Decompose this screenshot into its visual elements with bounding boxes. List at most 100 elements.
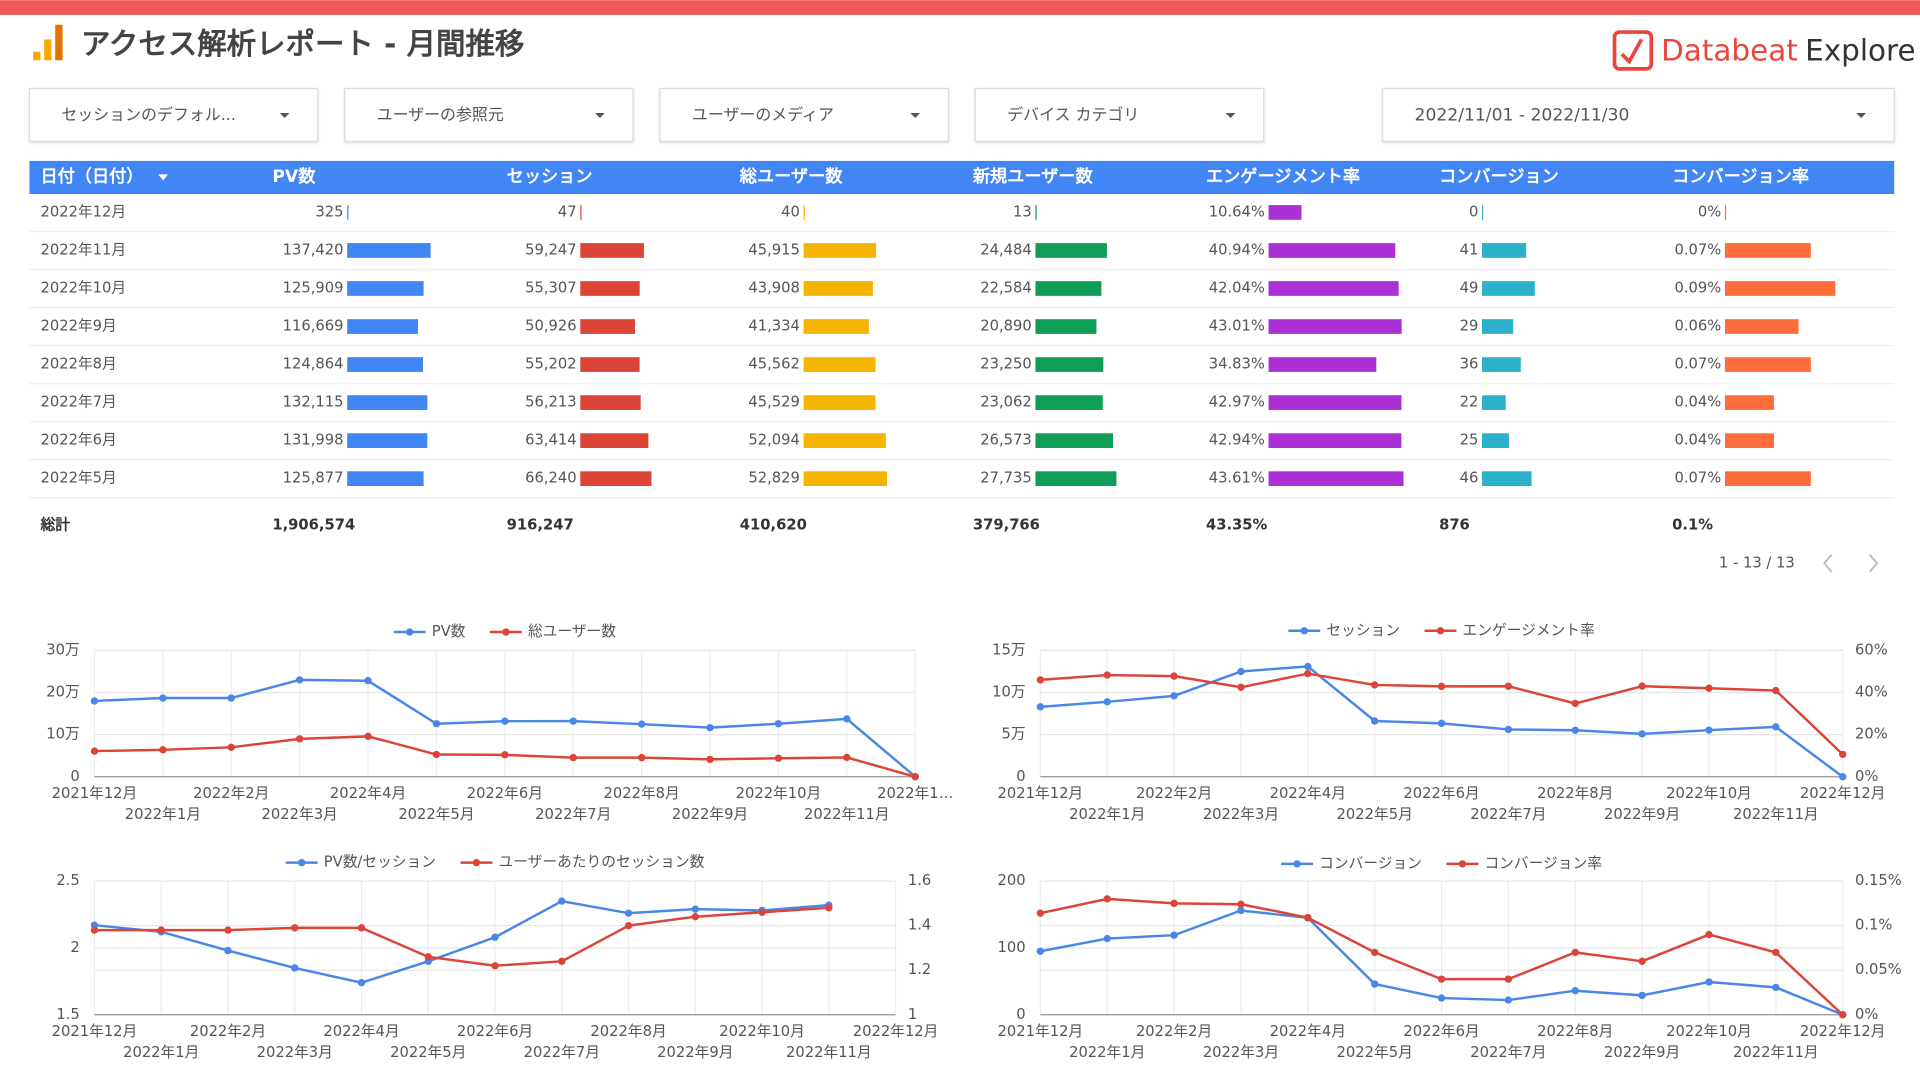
y2-tick-label: 20%	[1855, 726, 1888, 743]
cell-value: 36	[1460, 356, 1479, 373]
cell-value: 43.61%	[1209, 470, 1265, 487]
data-point	[295, 735, 304, 743]
row-date: 2022年11月	[40, 241, 126, 258]
y-tick-label: 20万	[46, 684, 79, 701]
cell-value: 25	[1460, 432, 1479, 449]
filter-label: 2022/11/01 - 2022/11/30	[1415, 106, 1630, 126]
x-tick-label: 2022年2月	[1136, 1023, 1212, 1040]
x-tick-label: 2022年12月	[853, 1023, 939, 1040]
x-tick-label: 2022年6月	[1403, 785, 1479, 802]
cell-bar	[1035, 281, 1102, 296]
cell-value: 63,414	[525, 432, 577, 449]
cell-bar	[1035, 205, 1037, 220]
data-point	[825, 904, 833, 912]
legend-dot	[297, 858, 306, 867]
legend-dot	[1293, 860, 1301, 868]
cell-value: 0.07%	[1674, 470, 1721, 487]
cell-bar	[803, 471, 888, 487]
data-point	[1304, 913, 1312, 922]
cell-value: 42.04%	[1209, 279, 1265, 296]
filter-box	[28, 87, 319, 142]
y2-tick-label: 0%	[1855, 1006, 1878, 1023]
data-point	[1504, 682, 1513, 690]
x-tick-label: 2022年4月	[1270, 785, 1346, 802]
x-tick-label: 2022年10月	[1666, 1023, 1752, 1040]
filter-dropdown[interactable]: ユーザーの参照元	[344, 87, 634, 142]
filter-dropdown[interactable]: セッションのデフォル...	[28, 87, 319, 142]
sort-arrow[interactable]	[158, 174, 169, 181]
data-point	[227, 743, 235, 751]
data-point	[569, 753, 577, 762]
x-tick-label: 2022年12月	[1800, 1023, 1886, 1040]
y2-tick-label: 60%	[1855, 641, 1888, 658]
data-point	[1036, 909, 1045, 917]
x-tick-label: 2022年1…	[877, 785, 953, 802]
cell-value: 52,829	[748, 470, 800, 487]
column-header[interactable]: 新規ユーザー数	[972, 166, 1094, 187]
column-header[interactable]: コンバージョン	[1439, 167, 1559, 187]
data-point	[1504, 975, 1513, 983]
filter-label: ユーザーのメディア	[692, 105, 834, 124]
cell-bar	[1724, 319, 1799, 334]
cell-value: 0.06%	[1674, 318, 1721, 335]
brand: Databeat Explore	[1661, 33, 1916, 67]
cell-bar	[1482, 319, 1514, 334]
prev-page[interactable]	[1823, 554, 1833, 573]
top-bar	[0, 0, 1920, 15]
legend-label: コンバージョン率	[1484, 855, 1601, 872]
data-point	[1437, 682, 1446, 691]
cell-value: 56,213	[525, 394, 577, 411]
y-tick-label: 100	[998, 939, 1026, 956]
report-title: アクセス解析レポート - 月間推移	[81, 27, 524, 61]
total-value: 916,247	[507, 516, 574, 533]
data-point	[774, 720, 783, 728]
column-header[interactable]: 日付（日付）	[40, 166, 143, 187]
cell-value: 20,890	[980, 318, 1032, 335]
data-point	[637, 720, 646, 728]
column-header[interactable]: エンゲージメント率	[1206, 166, 1360, 187]
filter-dropdown[interactable]: 2022/11/01 - 2022/11/30	[1382, 87, 1895, 142]
x-tick-label: 2022年5月	[1337, 1044, 1413, 1061]
cell-value: 46	[1460, 470, 1479, 487]
pagination: 1 - 13 / 13	[1719, 554, 1795, 571]
data-point	[558, 897, 566, 905]
cell-value: 34.83%	[1209, 356, 1265, 373]
filter-label: ユーザーの参照元	[377, 105, 504, 124]
cell-bar	[803, 243, 877, 258]
cell-value: 41,334	[748, 318, 800, 335]
data-point	[1103, 895, 1111, 903]
data-point	[706, 723, 714, 732]
cell-value: 23,250	[980, 356, 1032, 373]
data-point	[1370, 948, 1379, 957]
x-tick-label: 2022年11月	[804, 806, 890, 823]
cell-bar	[1724, 471, 1811, 487]
cell-value: 45,562	[748, 356, 800, 373]
data-point	[758, 908, 766, 916]
data-point	[1571, 726, 1579, 734]
cell-bar	[1482, 243, 1527, 258]
data-point	[432, 750, 441, 759]
filter-box	[974, 87, 1265, 142]
data-point	[569, 717, 577, 725]
brand-name: Databeat	[1661, 33, 1798, 67]
x-tick-label: 2022年4月	[1270, 1023, 1346, 1040]
data-point	[90, 697, 99, 705]
filter-dropdown[interactable]: デバイス カテゴリ	[974, 87, 1265, 142]
x-tick-label: 2022年3月	[262, 806, 338, 823]
next-page[interactable]	[1869, 554, 1879, 573]
cell-value: 40.94%	[1209, 241, 1265, 258]
cell-value: 125,877	[283, 470, 344, 487]
column-header[interactable]: PV数	[272, 166, 316, 187]
data-point	[1705, 930, 1713, 939]
row-date: 2022年5月	[40, 470, 116, 487]
column-header[interactable]: コンバージョン率	[1672, 166, 1809, 187]
x-tick-label: 2022年2月	[193, 785, 269, 802]
legend-dot	[1436, 627, 1445, 635]
cell-bar	[803, 281, 873, 296]
filter-dropdown[interactable]: ユーザーのメディア	[659, 87, 949, 142]
cell-value: 26,573	[980, 432, 1032, 449]
data-point	[1638, 682, 1646, 690]
column-header[interactable]: 総ユーザー数	[739, 166, 843, 187]
column-header[interactable]: セッション	[507, 167, 593, 187]
cell-bar	[347, 395, 428, 410]
